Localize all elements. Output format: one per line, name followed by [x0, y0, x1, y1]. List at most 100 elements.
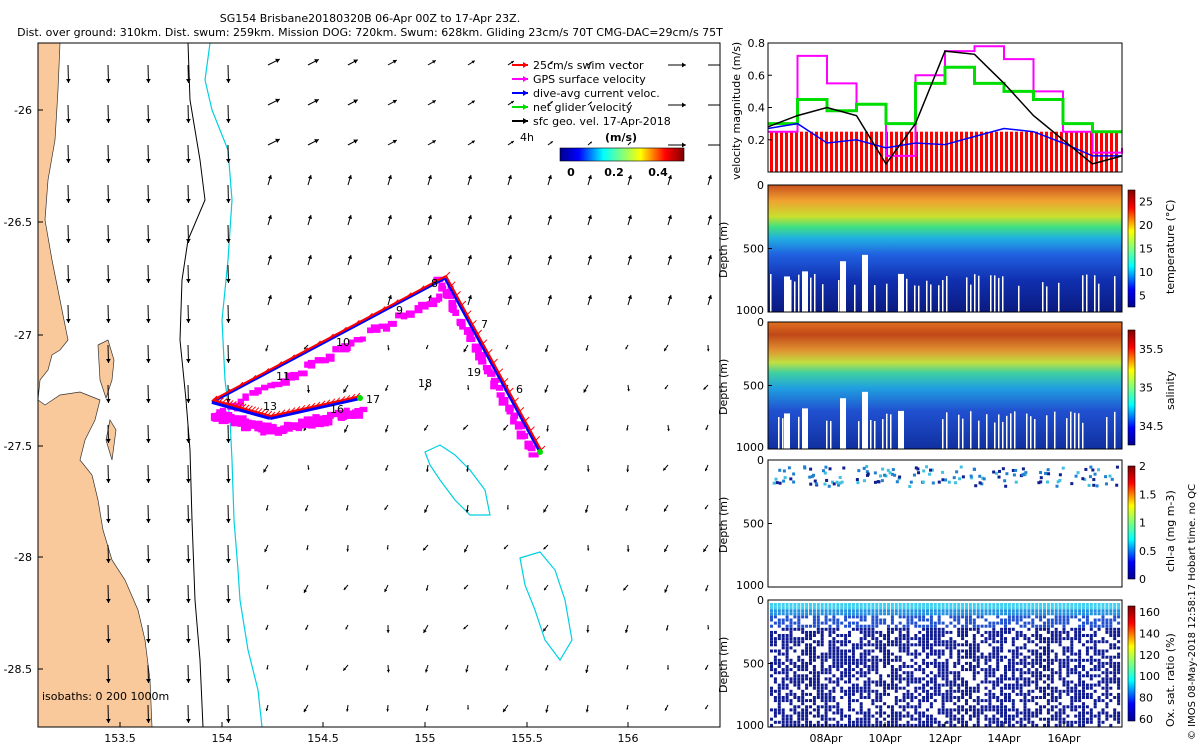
chla-dot — [978, 481, 982, 485]
oxygen-dot — [1000, 720, 1004, 724]
oxygen-dot — [883, 637, 887, 641]
chla-dot — [1092, 483, 1096, 487]
chla-dot — [995, 471, 999, 475]
oxygen-dot — [848, 606, 851, 610]
oxygen-dot — [836, 705, 840, 709]
oxygen-dot — [883, 649, 887, 653]
oxygen-dot — [773, 708, 777, 712]
oxygen-dot — [972, 609, 976, 613]
oxygen-dot — [797, 720, 801, 724]
oxygen-dot — [805, 603, 809, 606]
oxygen-dot — [1050, 680, 1054, 684]
oxygen-dot — [1062, 627, 1066, 631]
swim-vector-tick — [392, 299, 399, 305]
vector-head — [65, 198, 71, 203]
oxygen-dot — [1109, 655, 1113, 659]
oxygen-dot — [926, 708, 929, 712]
oxygen-dot — [984, 717, 988, 721]
oxygen-dot — [1004, 705, 1007, 709]
oxygen-dot — [1023, 699, 1027, 703]
oxygen-dot — [890, 665, 894, 668]
swim-vector-tick — [534, 435, 541, 442]
gps-velocity-mark — [443, 289, 450, 297]
oxygen-dot — [1027, 708, 1031, 712]
oxygen-dot — [863, 717, 867, 721]
oxygen-dot — [793, 627, 797, 631]
chla-dot — [1083, 477, 1087, 481]
oxygen-dot — [898, 717, 902, 721]
oxygen-dot — [1089, 658, 1093, 662]
oxygen-dot — [957, 634, 961, 637]
oxygen-dot — [980, 699, 984, 703]
oxygen-dot — [1007, 627, 1011, 631]
oxygen-dot — [1089, 683, 1093, 687]
swim-vector-tick — [476, 329, 483, 336]
oxygen-dot — [1105, 680, 1109, 684]
oxygen-dot — [1011, 683, 1015, 687]
oxygen-dot — [941, 627, 945, 631]
vector-head — [589, 101, 592, 104]
oxygen-dot — [867, 692, 871, 696]
oxygen-dot — [984, 699, 988, 703]
oxygen-dot — [984, 637, 988, 641]
oxygen-dot — [906, 615, 910, 619]
oxygen-dot — [976, 720, 980, 724]
oxygen-dot — [770, 674, 773, 678]
swim-bar — [815, 131, 818, 172]
oxygen-dot — [996, 606, 1000, 610]
oxygen-dot — [976, 702, 980, 706]
oxygen-dot — [844, 661, 848, 665]
oxygen-dot — [1093, 649, 1097, 653]
map-x-tick-label: 153.5 — [104, 732, 136, 745]
chla-dot — [895, 480, 899, 484]
oxygen-dot — [809, 630, 812, 634]
oxygen-dot — [1027, 640, 1031, 644]
oxygen-dot — [906, 646, 910, 650]
oxygen-dot — [785, 677, 789, 681]
oxygen-dot — [828, 692, 832, 696]
oxygen-dot — [945, 640, 949, 644]
oxygen-dot — [894, 612, 898, 616]
oxygen-dot — [1046, 717, 1050, 721]
oxygen-dot — [894, 714, 898, 718]
oxygen-dot — [820, 655, 824, 659]
oxygen-dot — [976, 603, 980, 606]
oxygen-dot — [933, 621, 937, 625]
oxygen-dot — [918, 677, 922, 681]
oxygen-dot — [972, 652, 976, 656]
oxygen-dot — [1058, 671, 1062, 675]
oxygen-dot — [777, 612, 781, 616]
oxygen-dot — [1019, 671, 1023, 675]
oxygen-dot — [1035, 655, 1039, 659]
oxygen-dot — [1070, 640, 1074, 644]
swim-bar — [905, 131, 908, 172]
oxygen-dot — [926, 661, 929, 665]
vector-head — [467, 255, 473, 260]
oxygen-dot — [1105, 671, 1109, 675]
vector-head — [265, 708, 269, 711]
oxygen-dot — [1105, 686, 1109, 690]
oxygen-dot — [812, 630, 816, 634]
oxygen-dot — [855, 609, 859, 613]
oxygen-dot — [1089, 711, 1093, 715]
oxygen-dot — [1031, 612, 1035, 616]
chla-dot — [1056, 480, 1060, 484]
oxygen-dot — [1035, 714, 1039, 718]
oxygen-dot — [929, 702, 933, 706]
gps-velocity-mark — [528, 452, 539, 458]
oxygen-dot — [785, 646, 789, 650]
depth-tick-label: 0 — [757, 316, 764, 329]
vector-head — [467, 215, 473, 220]
oxygen-dot — [976, 665, 980, 668]
chla-dot — [972, 467, 976, 471]
oxygen-dot — [793, 615, 797, 619]
chla-dot — [891, 468, 895, 472]
swim-bar — [830, 131, 833, 172]
oxygen-dot — [933, 717, 937, 721]
oxygen-dot — [968, 615, 972, 619]
oxygen-dot — [906, 603, 910, 606]
oxygen-dot — [871, 609, 875, 613]
oxygen-dot — [828, 618, 832, 622]
